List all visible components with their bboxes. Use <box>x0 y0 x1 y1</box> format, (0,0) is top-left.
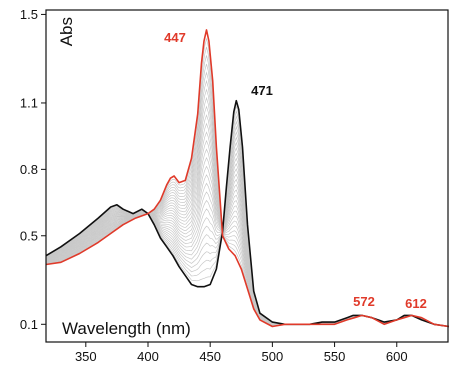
plot-frame <box>45 9 449 343</box>
intermediate-spectrum <box>45 46 449 327</box>
x-tick-label: 400 <box>137 349 159 364</box>
peak-label-572: 572 <box>353 294 375 309</box>
x-axis-label: Wavelength (nm) <box>62 319 191 338</box>
peak-label-447: 447 <box>164 30 186 45</box>
spectrum-final-red <box>45 29 449 328</box>
spectra-curves <box>45 29 449 328</box>
x-tick-label: 600 <box>386 349 408 364</box>
x-axis-ticks: 350 400 450 500 550 600 <box>75 342 408 364</box>
x-tick-label: 450 <box>199 349 221 364</box>
peak-annotations: 447 471 572 612 <box>164 30 427 311</box>
peak-label-612: 612 <box>405 296 427 311</box>
y-tick-label: 0.8 <box>20 162 38 177</box>
y-tick-label: 0.1 <box>20 317 38 332</box>
x-tick-label: 500 <box>262 349 284 364</box>
y-tick-label: 0.5 <box>20 228 38 243</box>
x-tick-label: 350 <box>75 349 97 364</box>
y-tick-label: 1.1 <box>20 95 38 110</box>
peak-label-471: 471 <box>251 83 273 98</box>
x-tick-label: 550 <box>324 349 346 364</box>
y-tick-label: 1.5 <box>20 7 38 22</box>
y-axis-ticks: 0.1 0.5 0.8 1.1 1.5 <box>20 7 46 332</box>
y-axis-label: Abs <box>57 17 76 46</box>
